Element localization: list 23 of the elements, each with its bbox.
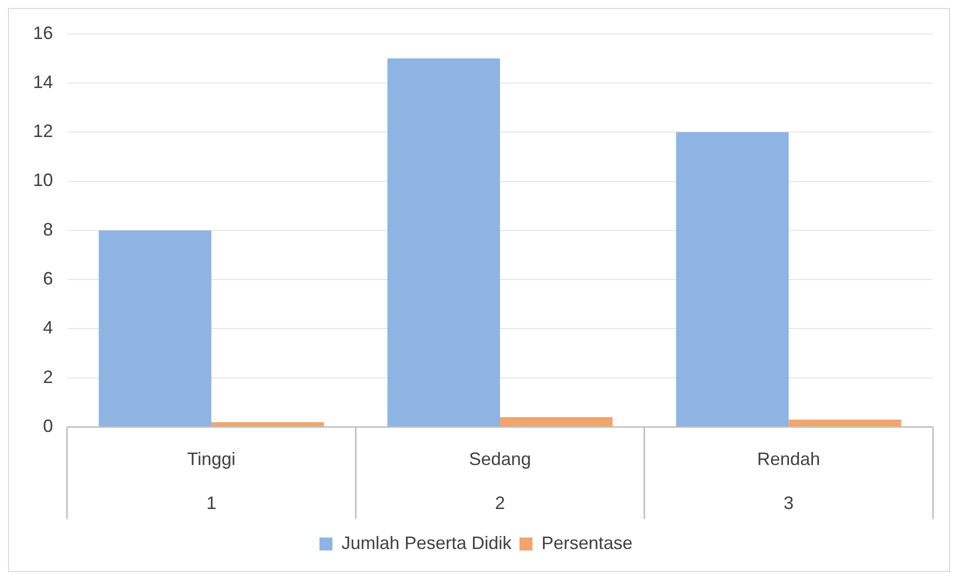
bar [211,422,324,426]
x-tick-label: Sedang [468,448,532,469]
y-tick-label: 10 [32,170,54,190]
x-tick-label: Rendah [757,448,820,469]
y-tick-label: 14 [32,72,54,92]
legend-label: Persentase [542,532,633,553]
y-tick-label: 6 [43,268,54,289]
x-tick-label: Tinggi [187,448,236,469]
bar [98,230,212,426]
y-tick-label: 4 [43,318,54,338]
bar [387,58,500,426]
text: 3 [784,492,794,513]
y-tick-label: 8 [43,219,54,240]
text: 2 [495,492,506,513]
bar [676,132,789,426]
bar [788,420,902,426]
y-tick-label: 2 [43,366,54,387]
y-tick-label: 16 [32,22,54,43]
bar [500,417,613,426]
text: 1 [206,492,216,513]
y-tick-label: 0 [43,416,54,436]
y-tick-label: 12 [32,121,54,142]
legend-label: Jumlah Peserta Didik [341,532,513,553]
